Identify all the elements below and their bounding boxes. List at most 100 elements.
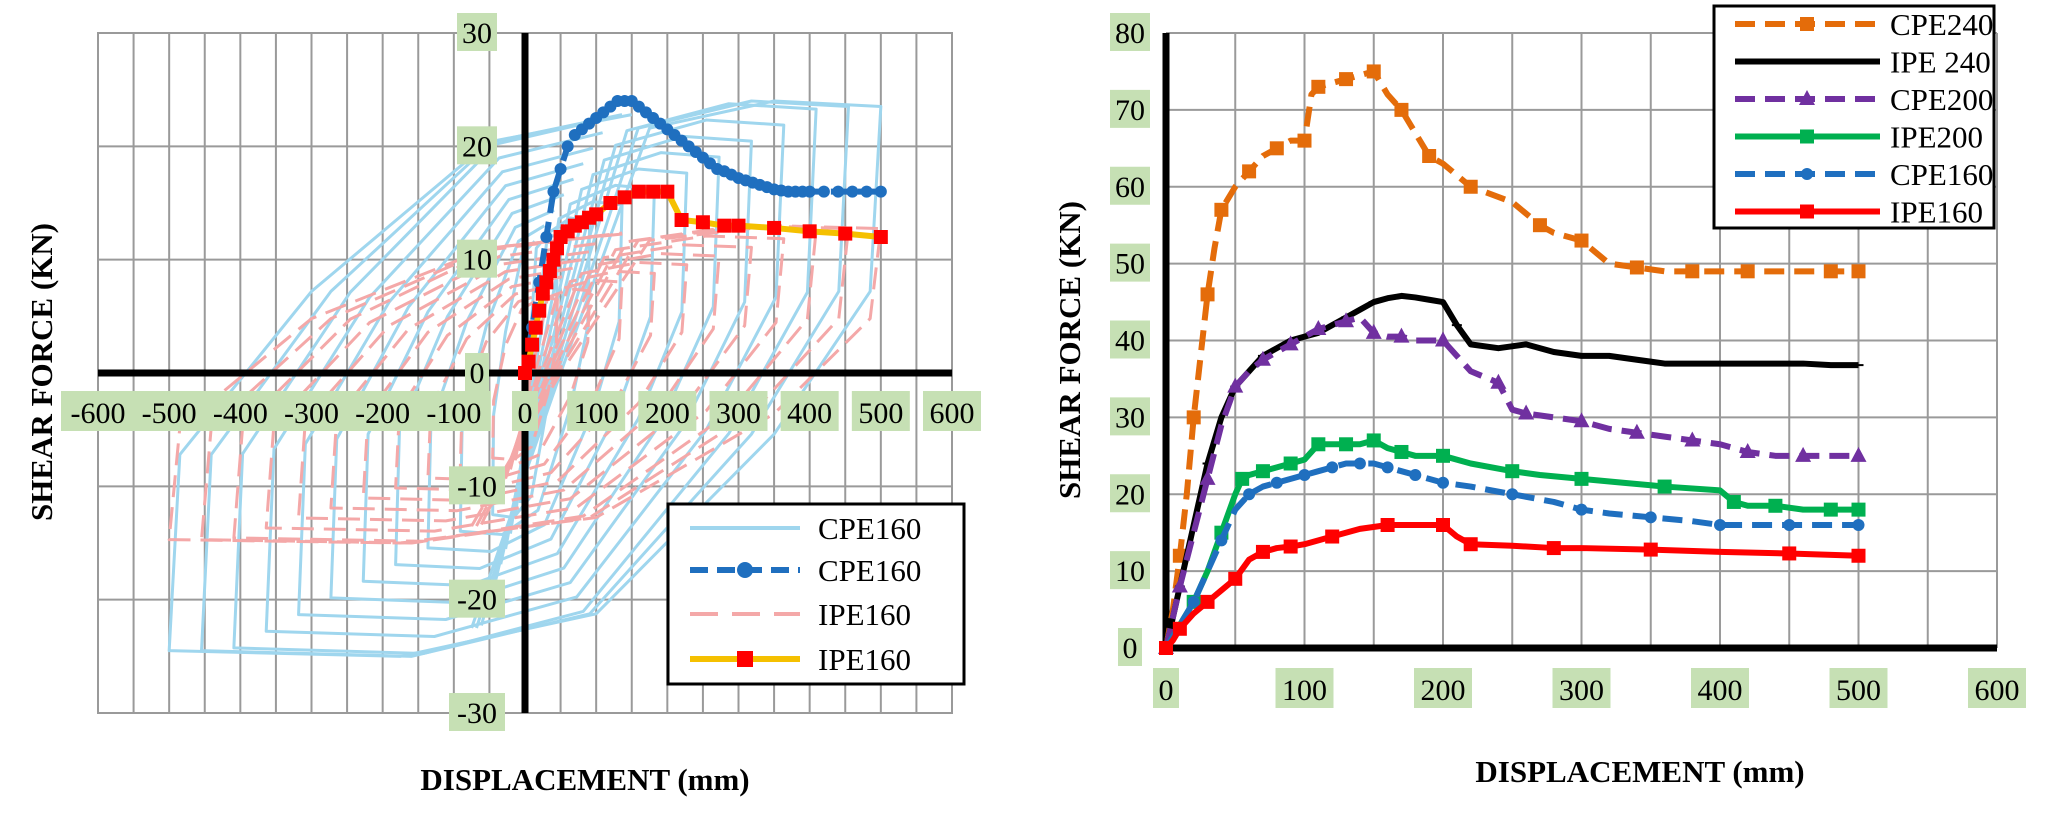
left-x-tick-bg [345, 391, 420, 431]
right-legend-label: IPE200 [1890, 120, 1983, 155]
series-point [1159, 641, 1173, 655]
series-cpe160 [1160, 457, 1865, 654]
left-y-tick-bg [457, 239, 497, 278]
left-x-tick-label: 300 [716, 397, 761, 430]
right-x-tick-label: 400 [1698, 674, 1743, 707]
hysteresis-loop [264, 234, 786, 533]
series-ipe160 [1159, 518, 1866, 655]
envelope-ipe160-point [802, 224, 817, 239]
series-point [1171, 577, 1188, 593]
right-legend-box [1712, 4, 1996, 230]
envelope-ipe160-point [550, 241, 565, 256]
right-y-tick-label: 80 [1115, 17, 1145, 50]
hysteresis-loop [458, 287, 592, 472]
left-y-tick-bg [465, 353, 489, 391]
right-x-tick-bg [1414, 668, 1472, 708]
series-point [1282, 335, 1299, 351]
envelope-ipe160-point [660, 184, 675, 199]
series-point [1325, 529, 1340, 544]
left-x-axis-title: DISPLACEMENT (mm) [420, 762, 749, 797]
series-point [1657, 479, 1672, 494]
envelope-ipe160-point [767, 220, 782, 235]
left-x-tick-label: 0 [518, 397, 533, 430]
series-point [1505, 464, 1520, 479]
hysteresis-loop [167, 224, 883, 545]
series-point [1283, 539, 1298, 554]
right-y-tick-label: 20 [1115, 478, 1145, 511]
left-y-tick-label: 0 [470, 357, 485, 390]
envelope-ipe160-point [631, 184, 646, 199]
series-point [1823, 502, 1838, 517]
left-y-tick-label: 20 [462, 130, 492, 163]
left-x-tick-bg [416, 391, 491, 431]
series-point [1200, 594, 1215, 609]
right-x-tick-label: 300 [1559, 674, 1604, 707]
left-y-tick-bg [449, 579, 505, 618]
hysteresis-loop [297, 134, 753, 621]
right-chart-envelopes: 0 100 200 300 400 500 60080706050403020100DISP… [1052, 4, 2026, 789]
right-x-tick-bg [1153, 668, 1179, 708]
left-legend-label: CPE160 [818, 553, 921, 588]
envelope-ipe160-point [695, 215, 710, 230]
series-point [1339, 437, 1354, 452]
series-point [1255, 544, 1270, 559]
series-point [1685, 264, 1700, 279]
series-point [1574, 233, 1589, 248]
series-point [1532, 218, 1547, 233]
series-point [1214, 202, 1229, 217]
right-x-tick-label: 200 [1421, 674, 1466, 707]
left-legend-label: IPE160 [818, 597, 911, 632]
series-point [1311, 79, 1326, 94]
left-x-tick-label: -500 [142, 397, 197, 430]
envelope-ipe160-point [873, 230, 888, 244]
envelope-cpe160-point [832, 185, 845, 198]
left-y-tick-label: -10 [457, 470, 497, 503]
series-point [1366, 64, 1381, 79]
left-y-tick-label: -20 [457, 584, 497, 617]
right-y-tick-bg [1110, 13, 1150, 51]
envelope-ipe160-point [674, 213, 689, 227]
hysteresis-loop [426, 278, 624, 482]
envelope-ipe160-point [532, 303, 547, 318]
envelope-ipe160-point [546, 252, 561, 267]
series-point [1823, 264, 1838, 279]
series-point [1254, 350, 1271, 366]
envelope-ipe160-point [528, 320, 543, 335]
series-point [1269, 141, 1284, 156]
series-point [1643, 542, 1658, 557]
series-point [1783, 519, 1796, 531]
left-legend-label: IPE160 [818, 642, 911, 677]
left-y-tick-bg [457, 13, 497, 51]
left-x-tick-label: -400 [213, 397, 268, 430]
right-legend-marker [1800, 129, 1814, 144]
envelope-cpe160-point [554, 163, 567, 175]
hysteresis-loop [491, 232, 559, 519]
series-point [1366, 433, 1381, 448]
envelope-ipe160-point [518, 366, 532, 380]
right-legend-marker [1800, 17, 1814, 31]
envelope-ipe160-point [717, 218, 732, 233]
left-legend-marker [737, 651, 753, 667]
series-point [1574, 471, 1589, 486]
series-point [1739, 442, 1756, 458]
series-point [1339, 72, 1354, 87]
right-x-axis-title: DISPLACEMENT (mm) [1475, 754, 1804, 789]
series-point [1381, 461, 1394, 474]
series-point [1435, 331, 1451, 347]
envelope-cpe160-point [817, 185, 830, 198]
left-x-tick-bg [567, 391, 626, 431]
right-legend-marker [1799, 90, 1815, 105]
right-x-tick-label: 600 [1975, 674, 2020, 707]
envelope-ipe160-point [603, 196, 618, 210]
series-point [1463, 179, 1478, 194]
right-y-tick-bg [1110, 166, 1150, 205]
left-y-tick-label: 30 [462, 17, 492, 50]
left-y-tick-label: -30 [457, 697, 497, 730]
left-x-tick-bg [780, 391, 839, 431]
series-point [1365, 323, 1382, 339]
hysteresis-loop [200, 224, 850, 545]
hysteresis-loop [394, 269, 656, 492]
left-chart-hysteresis: -600 -500 -400 -300 -200 -100 0 100 200 300 400 500… [24, 13, 981, 797]
series-point [1644, 511, 1657, 524]
series-point [1380, 518, 1395, 532]
